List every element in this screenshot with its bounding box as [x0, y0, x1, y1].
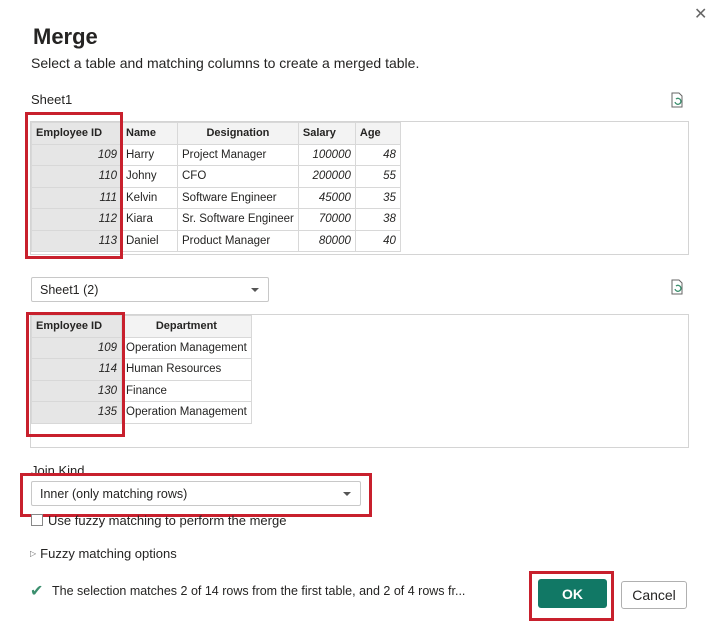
table-cell: 70000: [297, 208, 356, 231]
highlight-box: [529, 571, 614, 621]
table1: Employee ID Name Designation Salary Age …: [31, 122, 401, 252]
table-cell: 55: [354, 165, 401, 188]
table2: Employee ID Department 109 Operation Mana…: [31, 315, 252, 424]
table1-name: Sheet1: [31, 92, 73, 107]
check-icon: ✔: [30, 583, 44, 600]
table-cell: 80000: [297, 229, 356, 252]
table-cell: Kiara: [121, 208, 178, 231]
status-text: The selection matches 2 of 14 rows from …: [52, 584, 466, 598]
table-cell: 38: [354, 208, 401, 231]
table2-select-value: Sheet1 (2): [40, 283, 99, 297]
table-cell: Finance: [121, 379, 252, 402]
ok-button[interactable]: OK: [538, 579, 607, 608]
join-kind-select[interactable]: Inner (only matching rows): [31, 481, 361, 506]
table-row: 110 Johny CFO 200000 55: [31, 165, 401, 188]
dialog-title: Merge: [33, 24, 98, 49]
table-cell: Daniel: [121, 229, 178, 252]
table-cell: 135: [31, 401, 122, 424]
refresh-icon[interactable]: [669, 279, 685, 295]
column-header-salary[interactable]: Salary: [297, 122, 356, 145]
table-cell: Harry: [121, 143, 178, 166]
fuzzy-checkbox-label: Use fuzzy matching to perform the merge: [48, 513, 287, 528]
chevron-down-icon: [343, 492, 351, 496]
highlight-box: [25, 112, 123, 259]
close-icon[interactable]: ✕: [694, 6, 708, 23]
table-cell: Kelvin: [121, 186, 178, 209]
table2-select[interactable]: Sheet1 (2): [31, 277, 269, 302]
table-cell: 45000: [297, 186, 356, 209]
chevron-down-icon: [251, 288, 259, 292]
fuzzy-checkbox[interactable]: [31, 514, 43, 526]
table-cell: Operation Management: [121, 401, 252, 424]
column-header-designation[interactable]: Designation: [177, 122, 299, 145]
table-row: 113 Daniel Product Manager 80000 40: [31, 229, 401, 252]
fuzzy-options-toggle[interactable]: ▷ Fuzzy matching options: [30, 546, 177, 561]
table-cell: Sr. Software Engineer: [177, 208, 299, 231]
table-cell: 100000: [297, 143, 356, 166]
column-header-department[interactable]: Department: [121, 315, 252, 338]
cancel-button[interactable]: Cancel: [621, 581, 687, 609]
table-cell: 112: [31, 208, 122, 231]
table-cell: 109: [31, 336, 122, 359]
table-cell: Johny: [121, 165, 178, 188]
column-header-employee-id[interactable]: Employee ID: [31, 315, 122, 338]
chevron-right-icon: ▷: [30, 549, 37, 558]
table-cell: 200000: [297, 165, 356, 188]
refresh-icon[interactable]: [669, 92, 685, 108]
table-cell: 130: [31, 379, 122, 402]
highlight-box: [26, 312, 125, 437]
column-header-age[interactable]: Age: [354, 122, 401, 145]
table-cell: 110: [31, 165, 122, 188]
table-cell: 109: [31, 143, 122, 166]
table-row: 135 Operation Management: [31, 401, 252, 424]
table-cell: Software Engineer: [177, 186, 299, 209]
highlight-box: [20, 473, 372, 517]
table-cell: 48: [354, 143, 401, 166]
join-kind-value: Inner (only matching rows): [40, 487, 188, 501]
table-cell: Operation Management: [121, 336, 252, 359]
table-row: 130 Finance: [31, 379, 252, 402]
table-cell: CFO: [177, 165, 299, 188]
table-cell: 40: [354, 229, 401, 252]
fuzzy-options-label: Fuzzy matching options: [40, 546, 177, 561]
column-header-name[interactable]: Name: [121, 122, 178, 145]
table1-preview: Employee ID Name Designation Salary Age …: [30, 121, 689, 255]
table-cell: Project Manager: [177, 143, 299, 166]
table-row: 109 Operation Management: [31, 336, 252, 359]
column-header-employee-id[interactable]: Employee ID: [31, 122, 122, 145]
table-cell: 35: [354, 186, 401, 209]
table-cell: Human Resources: [121, 358, 252, 381]
dialog-subtitle: Select a table and matching columns to c…: [31, 55, 420, 71]
table2-preview: Employee ID Department 109 Operation Mana…: [30, 314, 689, 448]
table-cell: 114: [31, 358, 122, 381]
table-cell: Product Manager: [177, 229, 299, 252]
